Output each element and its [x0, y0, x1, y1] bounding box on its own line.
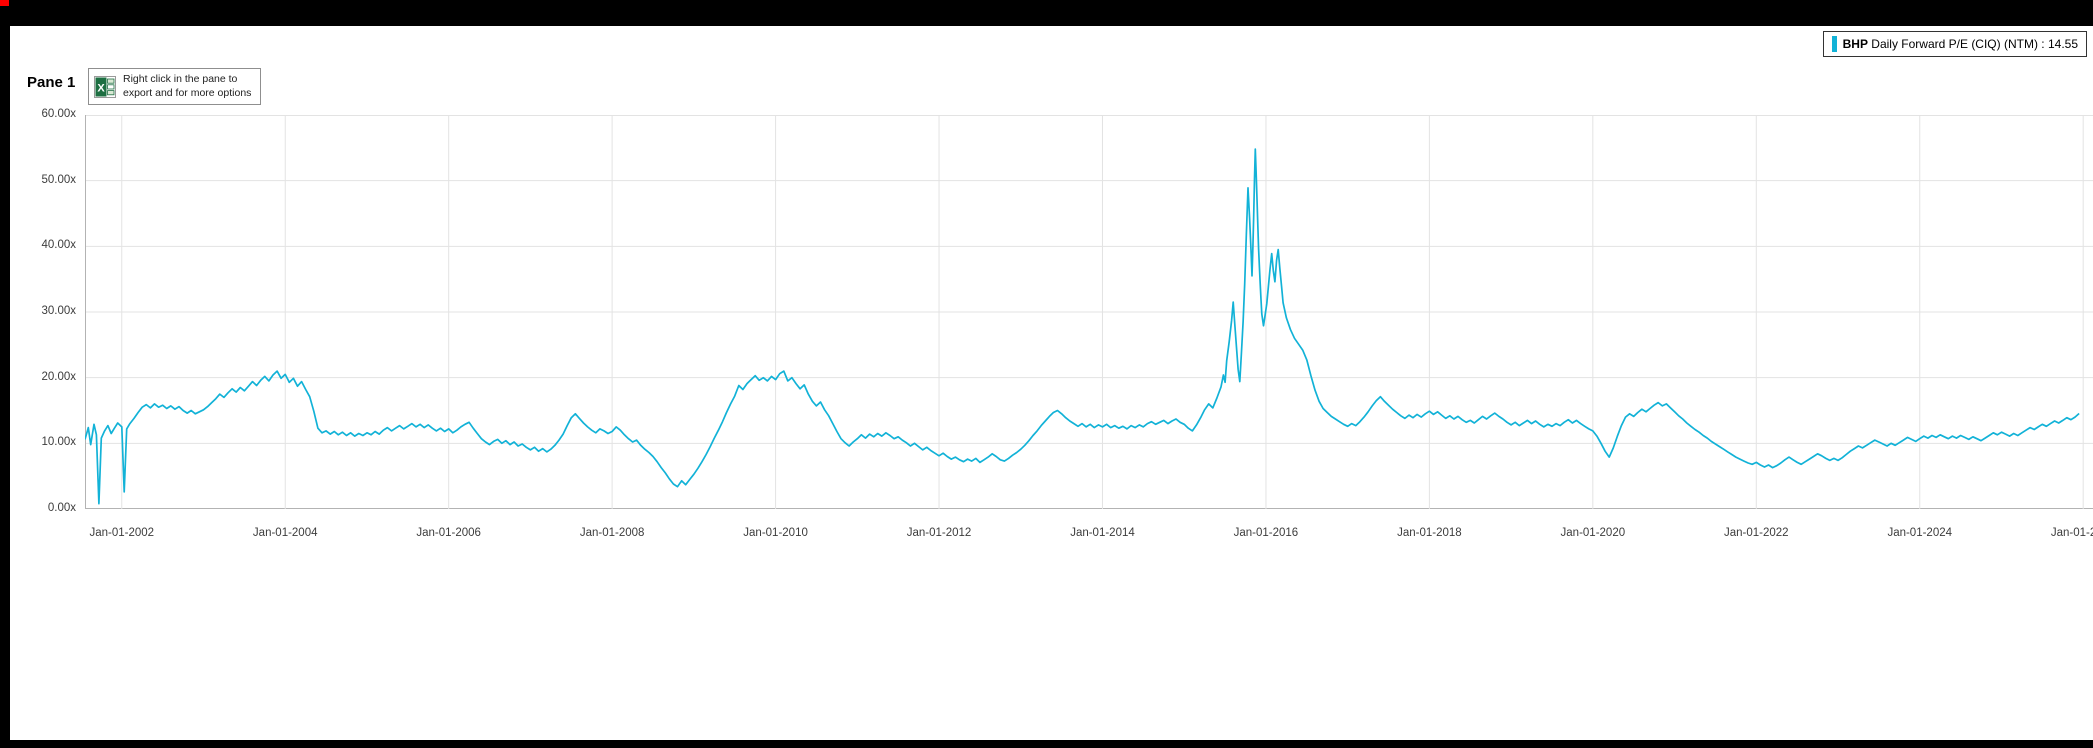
- y-tick-label: 60.00x: [41, 108, 76, 120]
- x-tick-label: Jan-01-2026: [2050, 527, 2093, 539]
- legend[interactable]: BHP Daily Forward P/E (CIQ) (NTM) : 14.5…: [1822, 31, 2087, 57]
- export-hint-line2: export and for more options: [123, 86, 252, 99]
- y-tick-label: 20.00x: [41, 370, 76, 383]
- y-tick-label: 10.00x: [41, 436, 76, 449]
- x-tick-label: Jan-01-2002: [89, 527, 155, 539]
- y-tick-label: 40.00x: [41, 239, 76, 252]
- y-tick-label: 50.00x: [41, 173, 76, 186]
- legend-label: BHP Daily Forward P/E (CIQ) (NTM) : 14.5…: [1843, 37, 2078, 51]
- export-hint-box: X Right click in the pane to export and …: [88, 68, 262, 106]
- legend-ticker: BHP: [1842, 37, 1868, 51]
- pe-line-chart[interactable]: [85, 115, 2093, 509]
- x-tick-label: Jan-01-2022: [1723, 527, 1789, 539]
- export-hint-line1: Right click in the pane to: [123, 73, 238, 85]
- chart-area: 0.00x 10.00x 20.00x 30.00x 40.00x 50.00x 60.00…: [10, 26, 2093, 740]
- x-tick-label: Jan-01-2008: [579, 527, 645, 539]
- x-tick-label: Jan-01-2014: [1070, 527, 1135, 539]
- x-tick-label: Jan-01-2004: [252, 527, 318, 539]
- y-tick-label: 0.00x: [47, 502, 76, 514]
- legend-swatch: [1831, 36, 1837, 52]
- legend-series-name: Daily Forward P/E (CIQ) (NTM) :: [1867, 37, 2048, 51]
- legend-current-value: 14.55: [2047, 37, 2078, 51]
- x-tick-label: Jan-01-2012: [906, 527, 972, 539]
- gridlines: [85, 115, 2093, 509]
- excel-export-icon: X: [94, 75, 116, 98]
- y-tick-label: 30.00x: [41, 305, 76, 317]
- pane-title: Pane 1: [27, 74, 76, 91]
- x-tick-label: Jan-01-2010: [743, 527, 808, 539]
- export-hint-text: Right click in the pane to export and fo…: [123, 73, 251, 100]
- x-tick-label: Jan-01-2016: [1233, 527, 1299, 539]
- x-tick-label: Jan-01-2020: [1560, 527, 1626, 539]
- svg-text:X: X: [97, 82, 105, 94]
- x-tick-label: Jan-01-2024: [1887, 527, 1953, 539]
- x-tick-label: Jan-01-2018: [1397, 527, 1462, 539]
- series-line-bhp-forward-pe: [85, 148, 2080, 505]
- alert-dot: [0, 0, 9, 6]
- chart-pane-panel: Pane 1 X Right click in the pane to expo…: [10, 26, 2093, 740]
- x-tick-label: Jan-01-2006: [416, 527, 481, 539]
